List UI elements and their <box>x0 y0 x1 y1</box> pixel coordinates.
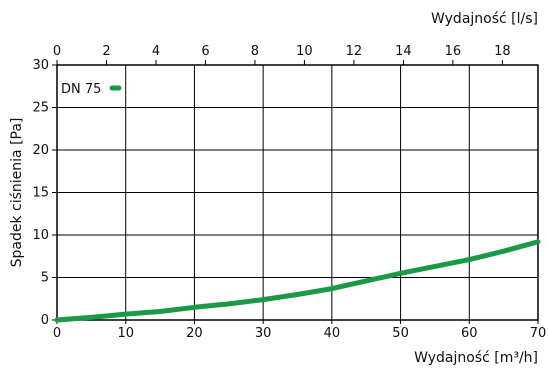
x2-tick-label-6: 6 <box>201 44 209 59</box>
x2-tick-label-18: 18 <box>494 44 511 59</box>
x-tick-label-0: 0 <box>53 326 61 341</box>
x-axis-top: 0 2 4 6 8 10 12 14 16 18 <box>53 44 511 65</box>
series-line-0 <box>54 239 541 323</box>
x-axis-bottom: 0 10 20 30 40 50 60 70 <box>53 320 546 341</box>
x-tick-label-50: 50 <box>392 326 409 341</box>
x2-tick-label-14: 14 <box>395 44 412 59</box>
y-tick-label-15: 15 <box>32 186 49 201</box>
x2-tick-label-0: 0 <box>53 44 61 59</box>
y-tick-label-20: 20 <box>32 143 49 158</box>
grid <box>57 65 538 320</box>
series-layer <box>54 239 541 323</box>
x-axis-title: Wydajność [m³/h] <box>414 350 538 366</box>
x-tick-label-20: 20 <box>186 326 203 341</box>
x2-tick-label-2: 2 <box>102 44 110 59</box>
x-tick-label-10: 10 <box>117 326 134 341</box>
legend: DN 75 <box>61 82 122 97</box>
x2-tick-label-10: 10 <box>296 44 313 59</box>
legend-label-dn75: DN 75 <box>61 82 101 97</box>
x-tick-label-60: 60 <box>461 326 478 341</box>
x2-tick-label-8: 8 <box>251 44 259 59</box>
y-tick-label-5: 5 <box>41 271 49 286</box>
y-axis: 0 5 10 15 20 25 30 <box>32 58 57 328</box>
y-tick-label-0: 0 <box>41 313 49 328</box>
x-tick-label-30: 30 <box>255 326 272 341</box>
x2-tick-label-16: 16 <box>445 44 462 59</box>
y-axis-title: Spadek ciśnienia [Pa] <box>9 118 25 268</box>
x2-tick-label-12: 12 <box>346 44 363 59</box>
x-tick-label-40: 40 <box>324 326 341 341</box>
x-tick-label-70: 70 <box>530 326 547 341</box>
y-tick-label-10: 10 <box>32 228 49 243</box>
y-tick-label-25: 25 <box>32 101 49 116</box>
x2-tick-label-4: 4 <box>152 44 160 59</box>
x2-axis-title: Wydajność [l/s] <box>431 11 538 27</box>
y-tick-label-30: 30 <box>32 58 49 73</box>
